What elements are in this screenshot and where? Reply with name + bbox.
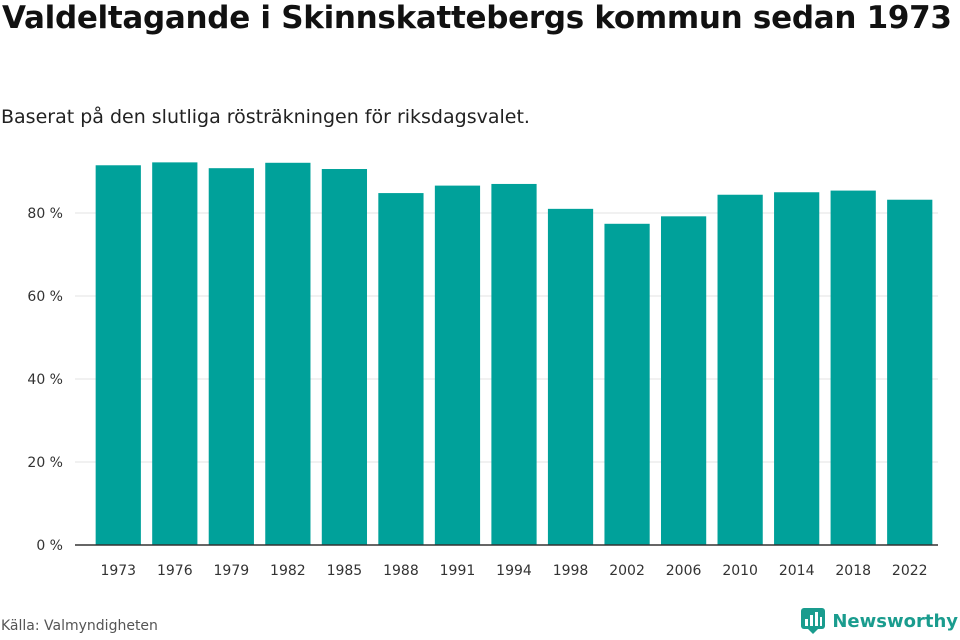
y-tick-label: 0 % (36, 538, 63, 554)
y-tick-label: 80 % (27, 206, 63, 222)
bar (434, 185, 481, 546)
x-tick-label: 2014 (779, 563, 815, 579)
bar (265, 162, 311, 545)
x-tick-label: 1998 (553, 563, 589, 579)
chart-title: Valdeltagande i Skinnskattebergs kommun … (2, 0, 952, 36)
bar (491, 183, 537, 545)
chart-subtitle: Baserat på den slutliga rösträkningen fö… (1, 106, 530, 128)
bar (208, 168, 254, 545)
x-tick-label: 1988 (383, 563, 419, 579)
bar (321, 169, 368, 545)
x-axis-ticks: 1973 1976 1979 1982 1985 1988 1991 1994 1998 2002… (100, 563, 927, 579)
bar (95, 165, 141, 545)
x-tick-label: 2022 (892, 563, 928, 579)
x-tick-label: 1991 (440, 563, 476, 579)
bar-chart: 0 % 20 % 40 % 60 % 80 % 1973 1976 1979 1982 1985… (27, 162, 938, 579)
x-tick-label: 1985 (327, 563, 363, 579)
bar (830, 190, 876, 545)
bar (152, 162, 198, 545)
brand-logo: Newsworthy (800, 607, 958, 635)
y-tick-label: 60 % (27, 289, 63, 305)
newsworthy-icon (801, 608, 826, 634)
x-tick-label: 2002 (609, 563, 645, 579)
bar (604, 223, 650, 546)
y-axis-ticks: 0 % 20 % 40 % 60 % 80 % (27, 206, 63, 554)
bar (774, 192, 820, 545)
bar (887, 199, 933, 545)
bars (95, 162, 933, 546)
x-tick-label: 1979 (214, 563, 250, 579)
x-tick-label: 1973 (100, 563, 136, 579)
source-note: Källa: Valmyndigheten (1, 618, 158, 634)
brand-name: Newsworthy (832, 610, 958, 632)
bar (547, 208, 594, 545)
x-tick-label: 2018 (835, 563, 871, 579)
y-tick-label: 20 % (27, 455, 63, 471)
x-tick-label: 2006 (666, 563, 702, 579)
bar (378, 193, 424, 545)
x-tick-label: 1982 (270, 563, 306, 579)
y-tick-label: 40 % (27, 372, 63, 388)
x-tick-label: 1994 (496, 563, 532, 579)
x-tick-label: 1976 (157, 563, 193, 579)
bar (717, 194, 763, 546)
x-tick-label: 2010 (722, 563, 758, 579)
bar (660, 216, 707, 545)
